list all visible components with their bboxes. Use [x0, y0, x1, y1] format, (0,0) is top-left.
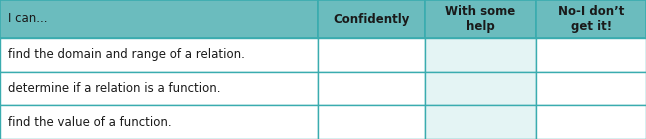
Bar	[0, 105, 318, 139]
Bar	[318, 72, 425, 105]
Text: find the domain and range of a relation.: find the domain and range of a relation.	[8, 48, 245, 61]
Bar	[536, 105, 646, 139]
Bar	[0, 72, 318, 105]
Bar	[425, 38, 536, 72]
Bar	[0, 38, 318, 72]
Bar	[0, 0, 318, 38]
Bar	[318, 38, 425, 72]
Text: find the value of a function.: find the value of a function.	[8, 116, 171, 129]
Text: With some
help: With some help	[446, 5, 516, 33]
Bar	[318, 0, 425, 38]
Text: No-I don’t
get it!: No-I don’t get it!	[558, 5, 624, 33]
Bar	[425, 72, 536, 105]
Bar	[536, 72, 646, 105]
Text: I can...: I can...	[8, 13, 47, 25]
Text: Confidently: Confidently	[333, 13, 410, 25]
Bar	[536, 38, 646, 72]
Bar	[425, 0, 536, 38]
Text: determine if a relation is a function.: determine if a relation is a function.	[8, 82, 220, 95]
Bar	[536, 0, 646, 38]
Bar	[425, 105, 536, 139]
Bar	[318, 105, 425, 139]
